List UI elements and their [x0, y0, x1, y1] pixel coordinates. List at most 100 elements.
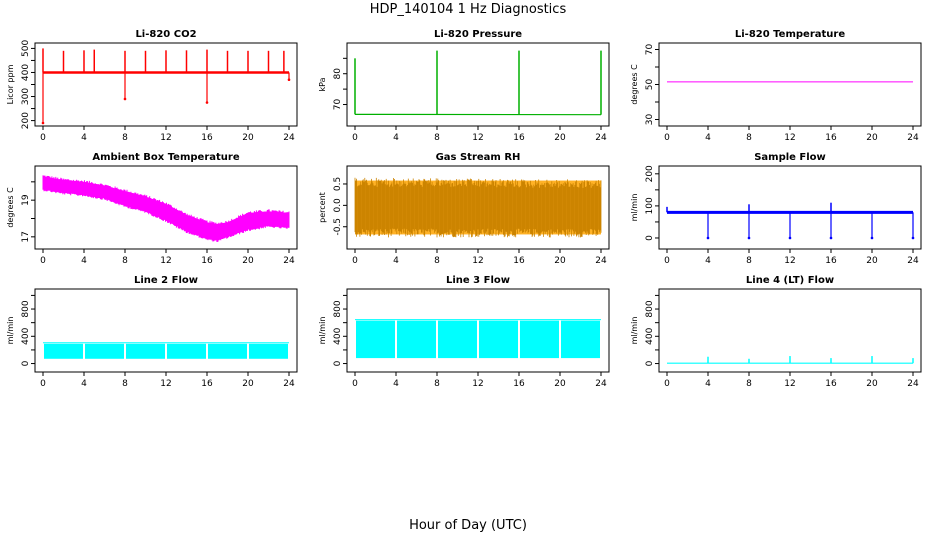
spike-point	[706, 236, 710, 240]
x-tick-label: 8	[122, 133, 128, 143]
x-tick-label: 24	[907, 133, 919, 143]
y-tick-label: 50	[645, 79, 655, 91]
flow-band-segment	[44, 343, 83, 359]
x-tick-label: 0	[40, 379, 46, 389]
panel-title: Line 3 Flow	[446, 275, 510, 286]
y-axis-label: ml/min	[630, 317, 639, 345]
y-axis-label: kPa	[318, 77, 327, 91]
chart-panel-2: Li-820 Pressure 0 4 8 12 16 20 24 70 80 kPa	[318, 29, 610, 143]
chart-panel-8: Line 3 Flow 0 4 8 12 16 20 24 0 400 800 ml/min	[318, 275, 610, 389]
x-tick-label: 4	[81, 256, 87, 266]
y-tick-label: 800	[645, 300, 655, 317]
flow-band-segment	[397, 320, 436, 359]
x-tick-label: 24	[283, 133, 295, 143]
y-tick-label: 30	[645, 114, 655, 126]
y-axis-label: Licor ppm	[6, 64, 15, 104]
flow-band-segment	[85, 343, 124, 359]
x-tick-label: 20	[866, 256, 878, 266]
x-tick-label: 16	[825, 379, 837, 389]
x-tick-label: 4	[393, 256, 399, 266]
x-tick-label: 24	[283, 256, 295, 266]
x-tick-label: 8	[434, 379, 440, 389]
y-tick-label: 400	[21, 64, 31, 81]
x-tick-label: 20	[554, 256, 566, 266]
temperature-trace	[42, 175, 290, 242]
y-tick-label: 70	[645, 44, 655, 56]
x-tick-label: 16	[825, 133, 837, 143]
x-tick-label: 20	[242, 379, 254, 389]
x-tick-label: 4	[705, 133, 711, 143]
chart-panel-5: Gas Stream RH 0 4 8 12 16 20 24 -0.5 0.0 0.5 percen…	[318, 152, 610, 266]
x-tick-label: 0	[352, 256, 358, 266]
x-tick-label: 16	[201, 256, 213, 266]
y-axis-label: percent	[318, 192, 327, 223]
panel-title: Li-820 CO2	[135, 29, 196, 40]
spike-point	[287, 78, 291, 81]
y-tick-label: 100	[645, 197, 655, 214]
x-tick-label: 4	[705, 379, 711, 389]
y-tick-label: 400	[645, 327, 655, 344]
x-tick-label: 16	[201, 379, 213, 389]
x-tick-label: 0	[352, 379, 358, 389]
panel-title: Sample Flow	[754, 152, 826, 163]
flow-band-segment	[208, 343, 247, 359]
x-tick-label: 24	[595, 256, 607, 266]
spike-point	[747, 236, 751, 240]
y-tick-label: 0	[21, 360, 31, 366]
x-tick-label: 0	[664, 133, 670, 143]
y-axis-label: ml/min	[630, 194, 639, 222]
y-tick-label: 200	[21, 112, 31, 129]
x-tick-label: 12	[472, 379, 483, 389]
x-tick-label: 12	[784, 256, 795, 266]
x-tick-label: 20	[242, 133, 254, 143]
spike-point	[911, 236, 915, 240]
spike-point	[123, 97, 127, 101]
flow-band-segment	[479, 320, 518, 359]
flow-band-segment	[438, 320, 477, 359]
x-tick-label: 8	[746, 133, 752, 143]
y-tick-label: 500	[21, 40, 31, 57]
x-tick-label: 12	[784, 379, 795, 389]
x-tick-label: 0	[40, 133, 46, 143]
x-tick-label: 24	[907, 256, 919, 266]
x-tick-label: 4	[393, 379, 399, 389]
x-tick-label: 0	[664, 256, 670, 266]
chart-panel-1: Li-820 CO2 0 4 8 12 16 20 24 200 300 400 500 Licor p…	[6, 29, 298, 143]
x-tick-label: 4	[705, 256, 711, 266]
y-axis-label: degrees C	[6, 187, 15, 228]
flow-band-segment	[249, 343, 288, 359]
chart-panel-9: Line 4 (LT) Flow 0 4 8 12 16 20 24 0 400 800 ml/min	[630, 275, 922, 389]
spike-point	[870, 236, 874, 240]
y-tick-label: 200	[645, 165, 655, 182]
x-tick-label: 20	[242, 256, 254, 266]
y-tick-label: 0	[645, 360, 655, 366]
x-tick-label: 12	[472, 256, 483, 266]
plot-frame	[34, 288, 298, 373]
y-axis-label: degrees C	[630, 64, 639, 105]
x-tick-label: 4	[81, 133, 87, 143]
x-tick-label: 4	[81, 379, 87, 389]
x-tick-label: 24	[595, 133, 607, 143]
chart-panel-4: Ambient Box Temperature 0 4 8 12 16 20 24 17 19 de…	[6, 152, 298, 266]
x-tick-label: 16	[513, 133, 525, 143]
rh-trace	[354, 177, 602, 238]
x-tick-label: 12	[160, 379, 171, 389]
panel-title: Li-820 Pressure	[434, 29, 522, 40]
figure-title: HDP_140104 1 Hz Diagnostics	[369, 2, 567, 17]
plot-frame	[346, 42, 610, 127]
x-tick-label: 0	[40, 256, 46, 266]
x-tick-label: 8	[122, 379, 128, 389]
x-tick-label: 8	[122, 256, 128, 266]
panel-title: Li-820 Temperature	[735, 29, 845, 40]
x-tick-label: 12	[160, 133, 171, 143]
x-tick-label: 20	[866, 133, 878, 143]
y-tick-label: 17	[21, 231, 31, 242]
panel-title: Gas Stream RH	[436, 152, 521, 163]
panel-title: Ambient Box Temperature	[92, 152, 239, 163]
flow-band-segment	[167, 343, 206, 359]
y-tick-label: -0.5	[333, 218, 343, 236]
chart-panel-6: Sample Flow 0 4 8 12 16 20 24 0 100 200 ml/min	[630, 152, 922, 266]
y-tick-label: 0.5	[333, 177, 343, 191]
y-axis-label: ml/min	[6, 317, 15, 345]
